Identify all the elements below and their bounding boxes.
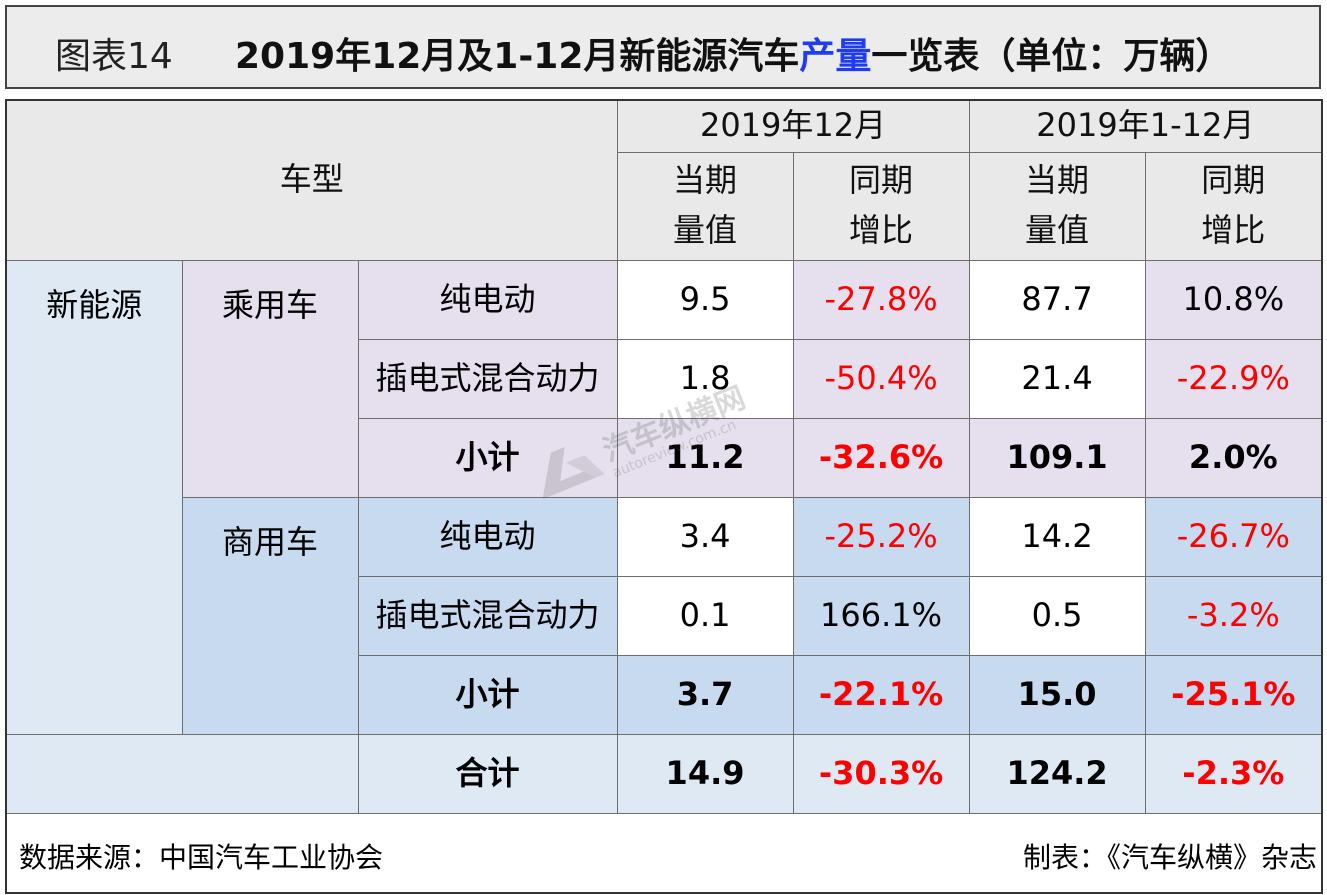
- data-source: 数据来源：中国汽车工业协会: [19, 840, 384, 874]
- type-phev: 插电式混合动力: [357, 575, 618, 656]
- page-title: 2019年12月及1-12月新能源汽车产量一览表（单位：万辆）: [235, 27, 1231, 79]
- cell-month-value: 9.5: [616, 259, 794, 340]
- table-footer: 数据来源：中国汽车工业协会 制表：《汽车纵横》杂志: [5, 812, 1323, 894]
- title-banner: 图表14 2019年12月及1-12月新能源汽车产量一览表（单位：万辆）: [5, 5, 1321, 89]
- header-period-ytd: 2019年1-12月: [968, 99, 1323, 153]
- total-spacer: [5, 733, 359, 814]
- header-row-1: 车型 2019年12月 2019年1-12月: [5, 99, 1323, 261]
- cell-month-value: 3.4: [616, 496, 794, 577]
- cell-ytd-value: 109.1: [968, 417, 1146, 498]
- cell-ytd-yoy: 10.8%: [1144, 259, 1323, 340]
- type-bev: 纯电动: [357, 496, 618, 577]
- cell-month-value: 14.9: [616, 733, 794, 814]
- cell-ytd-yoy: -2.3%: [1144, 733, 1323, 814]
- cell-ytd-value: 124.2: [968, 733, 1146, 814]
- cell-month-value: 3.7: [616, 654, 794, 735]
- cell-month-value: 11.2: [616, 417, 794, 498]
- header-period-month: 2019年12月: [616, 99, 970, 153]
- cell-month-yoy: -27.8%: [792, 259, 970, 340]
- cell-ytd-yoy: -3.2%: [1144, 575, 1323, 656]
- cell-ytd-yoy: 2.0%: [1144, 417, 1323, 498]
- commercial-subtotal-label: 小计: [357, 654, 618, 735]
- cell-ytd-value: 0.5: [968, 575, 1146, 656]
- cell-month-yoy: 166.1%: [792, 575, 970, 656]
- cell-month-yoy: -25.2%: [792, 496, 970, 577]
- cell-ytd-value: 14.2: [968, 496, 1146, 577]
- passenger-subtotal-label: 小计: [357, 417, 618, 498]
- table-row: 商用车 纯电动 3.4 -25.2% 14.2 -26.7%: [6, 496, 1323, 735]
- header-vehicle-type: 车型: [5, 99, 618, 261]
- header-month-yoy: 同期 增比: [792, 151, 970, 261]
- type-bev: 纯电动: [357, 259, 618, 340]
- category-commercial: 商用车: [181, 496, 359, 735]
- cell-ytd-value: 87.7: [968, 259, 1146, 340]
- table-credit: 制表：《汽车纵横》杂志: [1023, 840, 1318, 874]
- table-row-subtotal: 小计 3.7 -22.1% 15.0 -25.1%: [6, 654, 1323, 735]
- cell-ytd-yoy: -22.9%: [1144, 338, 1323, 419]
- title-text-end: 一览表（单位：万辆）: [871, 36, 1232, 77]
- footer-row: 数据来源：中国汽车工业协会 制表：《汽车纵横》杂志: [5, 812, 1323, 894]
- cell-month-yoy: -30.3%: [792, 733, 970, 814]
- cell-month-value: 0.1: [616, 575, 794, 656]
- figure-label: 图表14: [55, 36, 173, 77]
- title-text-highlight: 产量: [799, 36, 872, 77]
- cell-month-value: 1.8: [616, 338, 794, 419]
- cell-ytd-value: 21.4: [968, 338, 1146, 419]
- cell-month-yoy: -32.6%: [792, 417, 970, 498]
- cell-ytd-yoy: -26.7%: [1144, 496, 1323, 577]
- cell-ytd-value: 15.0: [968, 654, 1146, 735]
- title-text-start: 2019年12月及1-12月新能源汽车: [235, 36, 800, 77]
- cell-month-yoy: -50.4%: [792, 338, 970, 419]
- header-ytd-value: 当期 量值: [968, 151, 1146, 261]
- category-nev: 新能源: [5, 259, 183, 735]
- cell-ytd-yoy: -25.1%: [1144, 654, 1323, 735]
- category-passenger: 乘用车: [181, 259, 359, 498]
- type-phev: 插电式混合动力: [357, 338, 618, 419]
- cell-month-yoy: -22.1%: [792, 654, 970, 735]
- table-row-total: 合计 14.9 -30.3% 124.2 -2.3%: [5, 733, 1323, 814]
- header-ytd-yoy: 同期 增比: [1144, 151, 1323, 261]
- table-row: 新能源 乘用车 纯电动 9.5 -27.8% 87.7 10.8%: [5, 259, 1323, 735]
- table-row: 插电式混合动力 0.1 166.1% 0.5 -3.2%: [6, 575, 1323, 656]
- header-month-value: 当期 量值: [616, 151, 794, 261]
- table-row: 插电式混合动力 1.8 -50.4% 21.4 -22.9%: [6, 338, 1323, 419]
- production-table: 车型 2019年12月 2019年1-12月 当期 量值 同期 增比 当期 量值 同期…: [5, 99, 1324, 894]
- header-row-2: 当期 量值 同期 增比 当期 量值 同期 增比: [6, 151, 1323, 261]
- total-label: 合计: [357, 733, 618, 814]
